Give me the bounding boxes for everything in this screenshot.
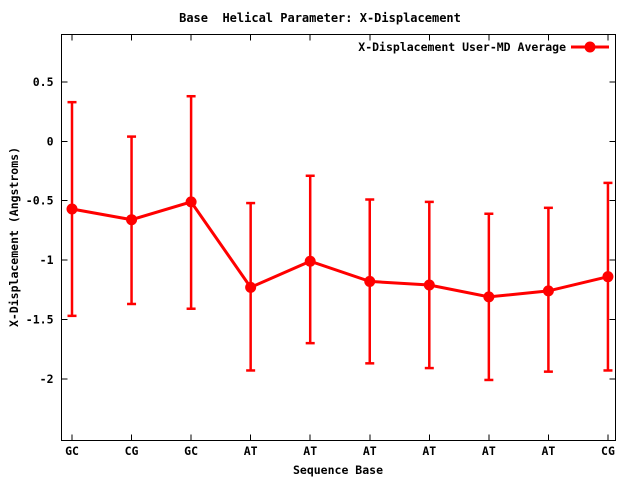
legend: X-Displacement User-MD Average <box>358 40 609 54</box>
axes-layer: GC CG GC AT AT AT AT AT AT CG 0.5 0 -0.5 -1 -1.5 -2 <box>26 34 616 458</box>
data-point-marker <box>185 196 197 208</box>
x-axis-title: Sequence Base <box>292 463 384 477</box>
x-tick-label: CG <box>125 444 139 458</box>
data-point-marker <box>126 214 138 226</box>
y-tick-label: -0.5 <box>26 194 54 208</box>
data-point-marker <box>602 271 614 283</box>
legend-sample-marker-icon <box>584 41 596 53</box>
x-tick-label: AT <box>482 444 496 458</box>
x-tick-label: CG <box>601 444 615 458</box>
data-point-marker <box>483 291 495 303</box>
series-layer <box>66 94 614 382</box>
x-tick-label: GC <box>184 444 198 458</box>
y-tick-label: 0.5 <box>33 75 54 89</box>
y-tick-label: -2 <box>40 372 54 386</box>
x-tick-label: AT <box>303 444 317 458</box>
data-point-marker <box>542 285 554 297</box>
y-tick-label: 0 <box>47 134 54 148</box>
data-point-marker <box>364 275 376 287</box>
x-tick-label: AT <box>363 444 377 458</box>
data-point-marker <box>423 279 435 291</box>
data-line <box>71 200 609 299</box>
data-point-marker <box>245 281 257 293</box>
legend-label: X-Displacement User-MD Average <box>358 40 566 54</box>
y-tick-label: -1.5 <box>26 312 54 326</box>
plot-border <box>61 34 616 441</box>
data-point-marker <box>66 203 78 215</box>
x-tick-label: GC <box>65 444 79 458</box>
x-tick-label: AT <box>244 444 258 458</box>
y-tick-label: -1 <box>40 253 54 267</box>
x-tick-label: AT <box>422 444 436 458</box>
chart-title: Base Helical Parameter: X-Displacement <box>179 11 461 25</box>
x-tick-label: AT <box>541 444 555 458</box>
data-point-marker <box>304 255 316 267</box>
